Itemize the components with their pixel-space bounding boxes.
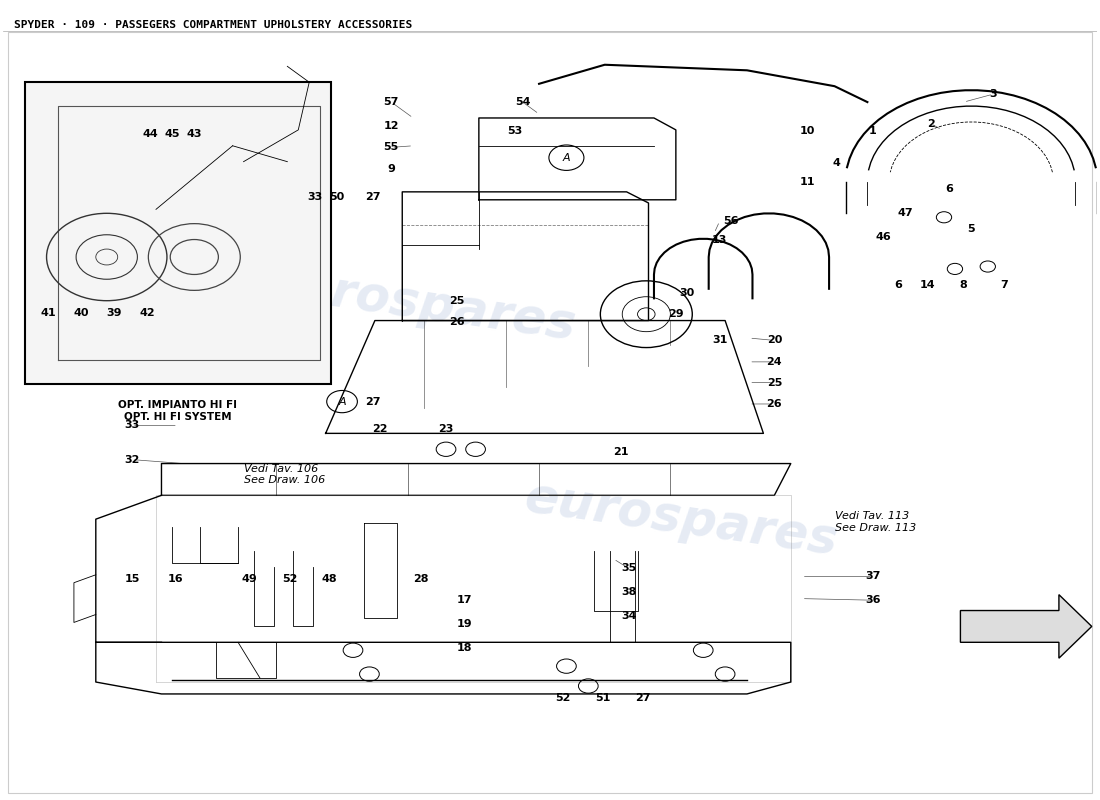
Text: 46: 46	[876, 232, 892, 242]
Text: 41: 41	[41, 308, 56, 318]
Text: 18: 18	[456, 643, 472, 653]
Text: 2: 2	[927, 118, 935, 129]
Text: 23: 23	[438, 424, 453, 434]
Text: 44: 44	[143, 129, 158, 139]
Text: 29: 29	[668, 309, 684, 319]
Text: eurospares: eurospares	[521, 474, 842, 565]
Text: 32: 32	[124, 454, 140, 465]
Polygon shape	[960, 594, 1091, 658]
Text: 54: 54	[515, 97, 530, 107]
Text: 40: 40	[74, 308, 89, 318]
Text: 31: 31	[712, 335, 727, 346]
Text: 55: 55	[384, 142, 399, 152]
Text: 51: 51	[595, 693, 610, 703]
Text: 52: 52	[556, 693, 571, 703]
Text: 5: 5	[968, 224, 976, 234]
Text: 6: 6	[946, 185, 954, 194]
Text: 1: 1	[869, 126, 877, 137]
Text: 25: 25	[449, 296, 464, 306]
Bar	[24, 82, 331, 384]
Text: 14: 14	[920, 280, 935, 290]
Text: 56: 56	[723, 216, 738, 226]
Text: 35: 35	[621, 563, 637, 574]
Text: A: A	[562, 153, 570, 162]
Text: 45: 45	[165, 129, 180, 139]
Text: 21: 21	[614, 446, 629, 457]
Text: 8: 8	[960, 280, 968, 290]
Text: 49: 49	[241, 574, 257, 584]
Text: 27: 27	[636, 693, 651, 703]
Text: 20: 20	[767, 335, 782, 346]
Text: 48: 48	[321, 574, 337, 584]
Text: 53: 53	[507, 126, 522, 137]
Text: 15: 15	[124, 574, 140, 584]
Text: SPYDER · 109 · PASSEGERS COMPARTMENT UPHOLSTERY ACCESSORIES: SPYDER · 109 · PASSEGERS COMPARTMENT UPH…	[13, 20, 412, 30]
Text: 16: 16	[168, 574, 184, 584]
Text: 26: 26	[449, 317, 465, 327]
Text: 33: 33	[124, 421, 140, 430]
Text: 4: 4	[833, 158, 840, 168]
Text: 33: 33	[307, 193, 322, 202]
Text: 36: 36	[865, 595, 881, 605]
Text: 19: 19	[456, 619, 472, 629]
Text: 17: 17	[456, 595, 472, 605]
Text: 34: 34	[621, 611, 637, 621]
Text: 6: 6	[894, 280, 902, 290]
Text: 50: 50	[329, 193, 344, 202]
Text: 37: 37	[866, 571, 880, 582]
Text: 7: 7	[1000, 280, 1008, 290]
Text: 43: 43	[187, 129, 202, 139]
Text: 3: 3	[989, 89, 997, 99]
Text: OPT. IMPIANTO HI FI
OPT. HI FI SYSTEM: OPT. IMPIANTO HI FI OPT. HI FI SYSTEM	[119, 400, 238, 422]
Text: 22: 22	[373, 424, 388, 434]
Text: Vedi Tav. 113
See Draw. 113: Vedi Tav. 113 See Draw. 113	[835, 511, 916, 533]
Text: 10: 10	[800, 126, 815, 137]
Text: 47: 47	[898, 208, 913, 218]
Text: Vedi Tav. 106
See Draw. 106: Vedi Tav. 106 See Draw. 106	[243, 463, 324, 485]
Text: 38: 38	[621, 587, 637, 598]
Text: 42: 42	[140, 308, 155, 318]
Text: 11: 11	[800, 177, 815, 186]
Text: eurospares: eurospares	[258, 259, 579, 350]
Text: 12: 12	[384, 121, 399, 131]
Text: 25: 25	[767, 378, 782, 387]
Text: 26: 26	[767, 399, 782, 409]
Text: A: A	[338, 397, 345, 406]
Text: 57: 57	[384, 97, 399, 107]
Text: 27: 27	[365, 193, 381, 202]
Text: 30: 30	[679, 288, 694, 298]
Text: 52: 52	[282, 574, 297, 584]
Text: 24: 24	[767, 357, 782, 367]
Text: 28: 28	[414, 574, 429, 584]
Text: 9: 9	[387, 164, 395, 174]
Text: 13: 13	[712, 234, 727, 245]
Text: 39: 39	[107, 308, 122, 318]
Text: 27: 27	[365, 397, 381, 406]
